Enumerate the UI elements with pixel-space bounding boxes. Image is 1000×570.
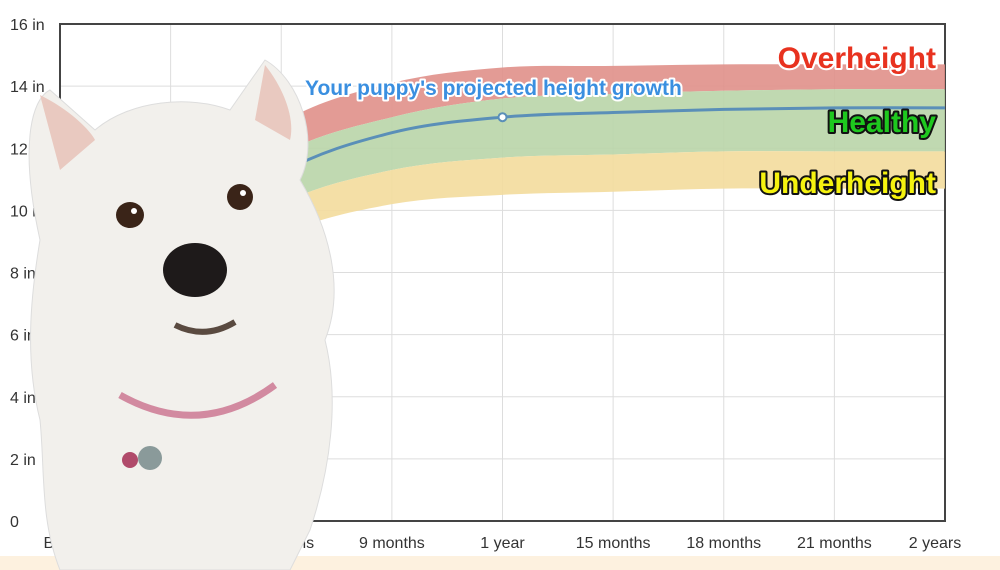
x-tick-label: 21 months: [797, 535, 872, 552]
y-tick-label: 16 in: [10, 17, 45, 34]
band-label-healthy: Healthy: [828, 106, 937, 139]
band-label-overheight: Overheight: [778, 42, 936, 75]
band-label-underheight: Underheight: [759, 167, 936, 200]
y-tick-label: 14 in: [10, 79, 45, 96]
x-tick-label: 15 months: [576, 535, 651, 552]
chart-title: Your puppy's projected height growth: [305, 77, 682, 100]
y-tick-label: 6 in: [10, 328, 36, 345]
projection-point: [497, 112, 508, 123]
y-tick-label: 4 in: [10, 390, 36, 407]
x-tick-label: 9 months: [359, 535, 425, 552]
y-tick-label: 0: [10, 514, 19, 531]
x-tick-label: 1 year: [480, 535, 525, 552]
x-tick-label: 2 years: [909, 535, 961, 552]
puppy-photo: [28, 59, 335, 570]
y-tick-label: 8 in: [10, 266, 36, 283]
y-tick-label: 2 in: [10, 452, 36, 469]
x-tick-label: 18 months: [686, 535, 761, 552]
